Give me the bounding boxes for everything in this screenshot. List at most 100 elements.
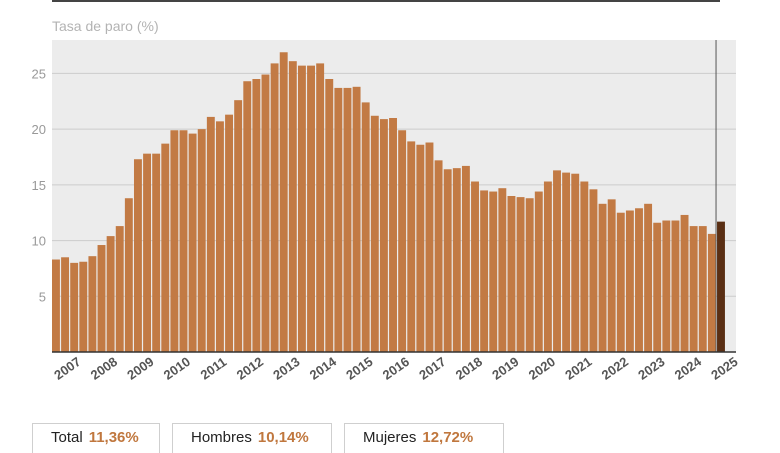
x-tick-label: 2019 xyxy=(489,354,521,383)
bar xyxy=(307,65,315,352)
bar xyxy=(316,63,325,353)
x-tick-label: 2024 xyxy=(672,353,705,382)
bar xyxy=(507,196,516,352)
bar xyxy=(124,198,133,352)
bar xyxy=(461,165,470,352)
bar xyxy=(79,261,88,352)
x-tick-label: 2010 xyxy=(161,354,193,383)
stats-row: Total 11,36% Hombres 10,14% Mujeres 12,72% xyxy=(32,423,752,453)
bar xyxy=(434,160,443,352)
x-tick-label: 2016 xyxy=(380,354,412,383)
bar xyxy=(188,133,197,352)
bar xyxy=(325,79,334,352)
bar xyxy=(644,203,653,352)
bar xyxy=(616,212,625,352)
stat-hombres-label: Hombres xyxy=(191,429,252,446)
bar xyxy=(607,199,616,352)
bar xyxy=(379,119,388,352)
bar xyxy=(243,81,252,352)
top-rule xyxy=(52,0,720,2)
bar xyxy=(52,259,60,352)
bar xyxy=(106,236,115,352)
bar xyxy=(698,226,707,352)
y-tick-labels: 5 10 15 20 25 xyxy=(32,66,46,304)
x-tick-label: 2025 xyxy=(708,354,740,383)
y-tick-label: 15 xyxy=(32,178,46,193)
y-axis-label: Tasa de paro (%) xyxy=(52,18,159,34)
x-tick-label: 2022 xyxy=(599,354,631,383)
bar xyxy=(161,143,170,352)
bar xyxy=(270,63,279,353)
bar xyxy=(580,181,589,352)
bar xyxy=(179,130,188,352)
stat-hombres-value: 10,14% xyxy=(257,429,309,446)
bar xyxy=(288,61,297,353)
x-tick-label: 2017 xyxy=(416,354,448,383)
bar xyxy=(452,168,461,352)
bar xyxy=(352,86,361,353)
bar xyxy=(598,203,607,352)
stat-mujeres-label: Mujeres xyxy=(363,429,417,446)
bar xyxy=(635,208,643,352)
bar xyxy=(252,79,261,352)
bars xyxy=(52,40,725,353)
bar xyxy=(689,226,698,352)
bar xyxy=(206,116,215,352)
y-tick-label: 5 xyxy=(39,289,46,304)
bar xyxy=(370,115,379,353)
bar xyxy=(234,100,243,352)
stat-mujeres-value: 12,72% xyxy=(422,429,474,446)
bar xyxy=(170,130,179,352)
stat-total: Total 11,36% xyxy=(32,423,160,453)
bar xyxy=(143,153,152,352)
bar xyxy=(480,190,489,352)
y-tick-label: 25 xyxy=(32,66,46,81)
stat-total-label: Total xyxy=(51,429,83,446)
bar xyxy=(416,144,425,352)
bar xyxy=(97,245,106,352)
bar xyxy=(133,159,142,352)
bar xyxy=(653,222,662,352)
bar xyxy=(389,118,397,352)
x-tick-label: 2021 xyxy=(562,354,594,383)
y-tick-label: 20 xyxy=(32,122,46,137)
bar xyxy=(525,198,534,352)
bar xyxy=(334,87,343,352)
bar xyxy=(343,87,352,352)
stat-total-value: 11,36% xyxy=(88,429,139,446)
bar xyxy=(498,188,507,352)
bar xyxy=(152,153,161,352)
x-tick-label: 2014 xyxy=(307,353,340,382)
bar xyxy=(398,130,407,352)
bar xyxy=(443,169,452,352)
bar xyxy=(197,129,206,352)
bar-latest xyxy=(717,221,725,352)
x-tick-label: 2023 xyxy=(635,354,667,383)
bar xyxy=(225,114,233,352)
x-tick-label: 2020 xyxy=(526,354,558,383)
y-tick-label: 10 xyxy=(32,234,46,249)
bar xyxy=(662,220,671,352)
bar xyxy=(88,256,97,352)
stat-mujeres: Mujeres 12,72% xyxy=(344,423,504,453)
bar xyxy=(115,226,124,352)
bar xyxy=(562,172,571,352)
x-tick-label: 2007 xyxy=(51,354,83,383)
x-tick-label: 2012 xyxy=(234,354,266,383)
x-tick-label: 2013 xyxy=(270,354,302,383)
bar xyxy=(70,262,79,352)
x-tick-label: 2008 xyxy=(88,354,120,383)
bar xyxy=(425,142,434,352)
bar xyxy=(297,65,306,352)
x-tick-label: 2015 xyxy=(343,354,375,383)
bar xyxy=(489,191,498,352)
bar xyxy=(279,52,288,352)
bar xyxy=(625,210,634,352)
stat-hombres: Hombres 10,14% xyxy=(172,423,332,453)
bar xyxy=(589,189,598,352)
x-tick-label: 2018 xyxy=(453,354,485,383)
bar xyxy=(261,74,270,352)
bar xyxy=(671,220,680,352)
bar xyxy=(571,173,580,352)
bar xyxy=(407,141,416,352)
